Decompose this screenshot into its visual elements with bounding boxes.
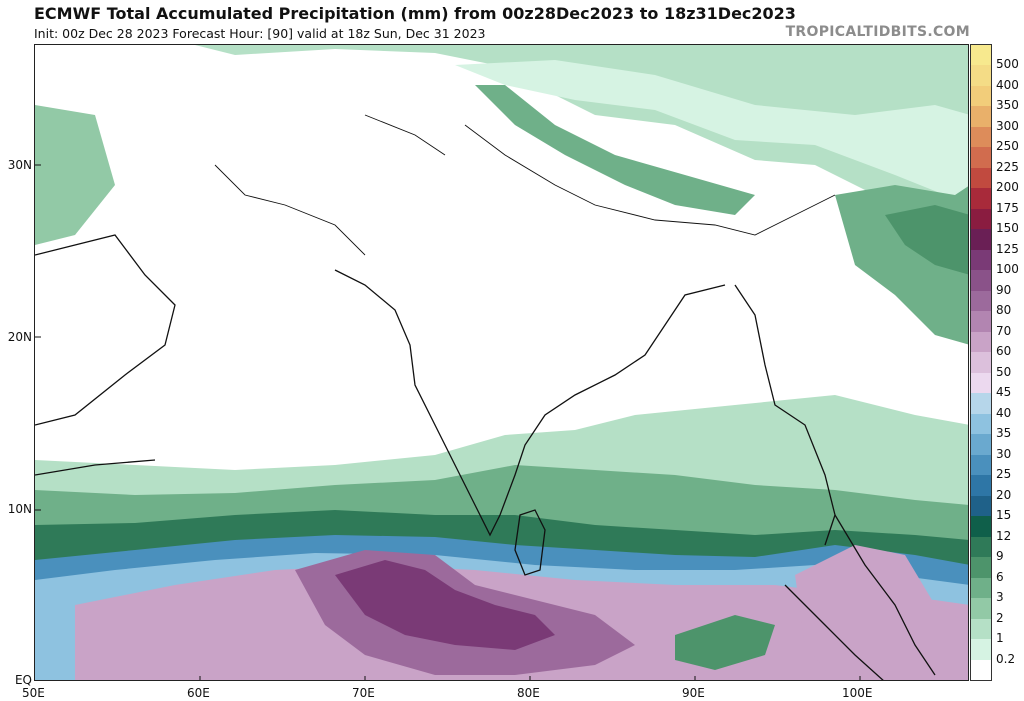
africa-horn-coastline bbox=[35, 459, 156, 476]
colorbar-swatch bbox=[971, 639, 991, 660]
lon-label-60e: 60E bbox=[187, 686, 210, 700]
map-subtitle: Init: 00z Dec 28 2023 Forecast Hour: [90… bbox=[34, 26, 486, 41]
precip-colorbar bbox=[970, 44, 992, 681]
lon-label-100e: 100E bbox=[842, 686, 873, 700]
lat-label-20n: 20N bbox=[7, 330, 32, 344]
colorbar-label: 25 bbox=[996, 467, 1012, 482]
colorbar-swatch bbox=[971, 516, 991, 538]
colorbar-swatch bbox=[971, 598, 991, 620]
colorbar-label: 300 bbox=[996, 118, 1019, 133]
colorbar-label: 175 bbox=[996, 200, 1019, 215]
colorbar-swatch bbox=[971, 229, 991, 251]
indochina-coastline bbox=[834, 514, 936, 676]
colorbar-swatch bbox=[971, 290, 991, 312]
precip-east-dark bbox=[885, 205, 968, 275]
colorbar-swatch bbox=[971, 434, 991, 456]
precip-northwest bbox=[35, 105, 115, 245]
precipitation-map bbox=[34, 44, 969, 681]
colorbar-swatch bbox=[971, 475, 991, 497]
colorbar-label: 100 bbox=[996, 262, 1019, 277]
lon-label-80e: 80E bbox=[517, 686, 540, 700]
colorbar-swatch bbox=[971, 45, 991, 66]
sri-lanka-coastline bbox=[514, 509, 546, 576]
colorbar-label: 80 bbox=[996, 303, 1012, 318]
colorbar-swatch bbox=[971, 65, 991, 87]
colorbar-label: 70 bbox=[996, 323, 1012, 338]
colorbar-label: 500 bbox=[996, 57, 1019, 72]
colorbar-swatch bbox=[971, 536, 991, 558]
colorbar-swatch bbox=[971, 167, 991, 189]
colorbar-swatch bbox=[971, 454, 991, 476]
colorbar-swatch bbox=[971, 557, 991, 579]
colorbar-label: 200 bbox=[996, 180, 1019, 195]
colorbar-swatch bbox=[971, 577, 991, 599]
colorbar-label: 350 bbox=[996, 98, 1019, 113]
colorbar-swatch bbox=[971, 188, 991, 210]
colorbar-swatch bbox=[971, 393, 991, 415]
colorbar-label: 0.2 bbox=[996, 651, 1016, 666]
colorbar-swatch bbox=[971, 85, 991, 107]
colorbar-label: 90 bbox=[996, 282, 1012, 297]
precip-south-core bbox=[335, 560, 555, 650]
colorbar-swatch bbox=[971, 147, 991, 169]
sumatra-coastline bbox=[784, 584, 884, 680]
lon-label-90e: 90E bbox=[682, 686, 705, 700]
colorbar-swatch bbox=[971, 495, 991, 517]
precip-north-light bbox=[455, 60, 968, 205]
colorbar-label: 250 bbox=[996, 139, 1019, 154]
colorbar-label: 150 bbox=[996, 221, 1019, 236]
colorbar-label: 60 bbox=[996, 344, 1012, 359]
colorbar-label: 15 bbox=[996, 508, 1012, 523]
colorbar-label: 35 bbox=[996, 426, 1012, 441]
lat-label-30n: 30N bbox=[7, 158, 32, 172]
colorbar-swatch bbox=[971, 270, 991, 292]
lat-label-eq: EQ bbox=[14, 673, 32, 687]
colorbar-label: 6 bbox=[996, 569, 1004, 584]
burma-coastline bbox=[734, 284, 836, 546]
colorbar-label: 20 bbox=[996, 487, 1012, 502]
colorbar-label: 225 bbox=[996, 159, 1019, 174]
colorbar-swatch bbox=[971, 208, 991, 230]
country-borders bbox=[214, 114, 836, 256]
colorbar-swatch bbox=[971, 126, 991, 148]
precip-ocean-island bbox=[675, 615, 775, 670]
precip-himalaya bbox=[475, 85, 755, 215]
lon-label-70e: 70E bbox=[352, 686, 375, 700]
colorbar-label: 9 bbox=[996, 549, 1004, 564]
colorbar-swatch bbox=[971, 618, 991, 640]
arabia-coastline bbox=[35, 234, 176, 426]
india-coastline bbox=[334, 269, 726, 537]
brand-watermark: TROPICALTIDBITS.COM bbox=[785, 24, 970, 40]
lat-label-10n: 10N bbox=[7, 502, 32, 516]
lon-label-50e: 50E bbox=[22, 686, 45, 700]
colorbar-label: 12 bbox=[996, 528, 1012, 543]
map-title: ECMWF Total Accumulated Precipitation (m… bbox=[34, 4, 796, 23]
colorbar-swatch bbox=[971, 106, 991, 128]
colorbar-label: 45 bbox=[996, 385, 1012, 400]
precip-indonesia bbox=[795, 545, 968, 680]
colorbar-swatch bbox=[971, 413, 991, 435]
colorbar-swatch bbox=[971, 331, 991, 353]
colorbar-label: 40 bbox=[996, 405, 1012, 420]
map-canvas bbox=[35, 45, 968, 680]
colorbar-label: 125 bbox=[996, 241, 1019, 256]
colorbar-swatch bbox=[971, 372, 991, 394]
colorbar-label: 1 bbox=[996, 631, 1004, 646]
colorbar-swatch bbox=[971, 311, 991, 333]
colorbar-label: 2 bbox=[996, 610, 1004, 625]
colorbar-swatch bbox=[971, 352, 991, 374]
colorbar-label: 50 bbox=[996, 364, 1012, 379]
colorbar-label: 30 bbox=[996, 446, 1012, 461]
colorbar-swatch bbox=[971, 249, 991, 271]
colorbar-swatch bbox=[971, 659, 991, 681]
colorbar-label: 400 bbox=[996, 77, 1019, 92]
colorbar-label: 3 bbox=[996, 590, 1004, 605]
